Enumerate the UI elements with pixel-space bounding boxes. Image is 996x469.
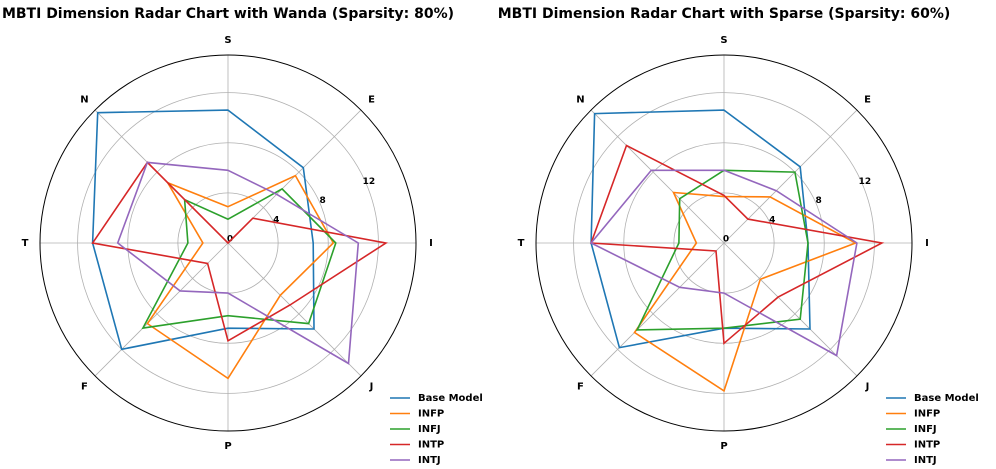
series-line [589, 144, 885, 345]
series-line [633, 191, 858, 393]
legend-label: Base Model [914, 393, 979, 404]
spoke [723, 109, 858, 244]
category-label: P [224, 441, 231, 452]
legend-label: INTP [914, 440, 940, 451]
category-label: I [925, 238, 929, 249]
series-line [91, 161, 389, 343]
r-tick-label: 0 [227, 235, 233, 245]
series-line [91, 109, 315, 351]
legend-label: INTJ [418, 455, 441, 466]
outer-frame [39, 54, 417, 432]
series-line [635, 169, 809, 331]
legend-label: INFP [418, 409, 444, 420]
legend-label: INFJ [418, 424, 441, 435]
category-label: F [81, 382, 88, 393]
category-label: N [576, 94, 584, 105]
r-tick-label: 4 [769, 215, 775, 225]
legend-label: INTP [418, 440, 444, 451]
category-label: J [865, 382, 870, 393]
legend-label: INTJ [914, 455, 937, 466]
r-tick-label: 12 [859, 177, 872, 187]
category-label: I [429, 238, 433, 249]
spoke [94, 242, 229, 377]
grid-circle [573, 92, 875, 394]
chart-title: MBTI Dimension Radar Chart with Wanda (S… [2, 6, 454, 22]
category-label: N [80, 94, 88, 105]
grid-circle [127, 142, 329, 344]
category-label: E [864, 94, 871, 105]
r-tick-label: 0 [723, 235, 729, 245]
category-label: S [720, 35, 727, 46]
r-tick-label: 8 [320, 196, 326, 206]
category-label: J [369, 382, 374, 393]
category-label: S [224, 35, 231, 46]
category-label: T [518, 238, 525, 249]
grid-circle [77, 92, 379, 394]
series-line [589, 169, 858, 357]
r-tick-label: 12 [363, 177, 376, 187]
spoke [590, 109, 725, 244]
spoke [227, 242, 362, 377]
series-line [141, 187, 337, 330]
category-label: P [720, 441, 727, 452]
legend-label: INFJ [914, 424, 937, 435]
r-tick-label: 4 [273, 215, 279, 225]
category-label: T [22, 238, 29, 249]
category-label: F [577, 382, 584, 393]
category-label: E [368, 94, 375, 105]
series-line [116, 161, 360, 365]
r-tick-label: 8 [816, 196, 822, 206]
legend-label: Base Model [418, 393, 483, 404]
outer-frame [535, 54, 913, 432]
spoke [590, 242, 725, 377]
legend-label: INFP [914, 409, 940, 420]
chart-title: MBTI Dimension Radar Chart with Sparse (… [498, 6, 951, 22]
series-line [146, 174, 335, 380]
